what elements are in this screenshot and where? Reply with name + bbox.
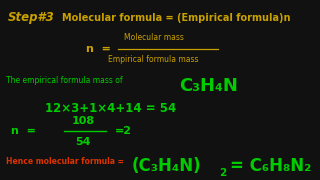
Text: = C₆H₈N₂: = C₆H₈N₂ [230,157,312,175]
Text: Molecular mass: Molecular mass [124,33,184,42]
Text: Step#3: Step#3 [8,12,55,24]
Text: =2: =2 [115,126,132,136]
Text: 108: 108 [72,116,95,126]
Text: 12×3+1×4+14 = 54: 12×3+1×4+14 = 54 [45,102,176,114]
Text: Molecular formula = (Empirical formula)n: Molecular formula = (Empirical formula)n [62,13,291,23]
Text: (C₃H₄N): (C₃H₄N) [131,157,201,175]
Text: Empirical formula mass: Empirical formula mass [108,55,199,64]
Text: n  =: n = [11,126,36,136]
Text: 2: 2 [219,168,227,178]
Text: The empirical formula mass of: The empirical formula mass of [6,76,122,86]
Text: n  =: n = [86,44,111,54]
Text: 54: 54 [76,137,91,147]
Text: C₃H₄N: C₃H₄N [179,77,238,95]
Text: Hence molecular formula =: Hence molecular formula = [6,158,124,166]
